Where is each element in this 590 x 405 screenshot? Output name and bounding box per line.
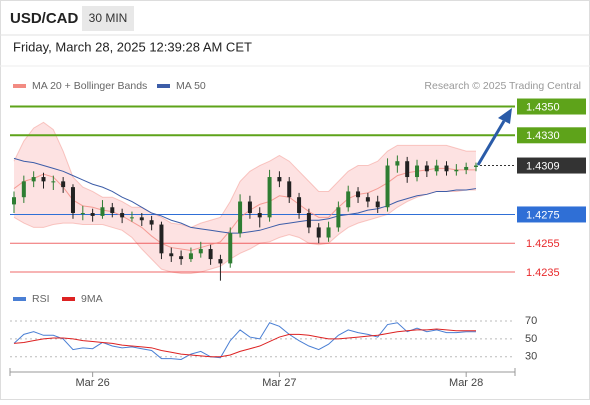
timestamp: Friday, March 28, 2025 12:39:28 AM CET (13, 39, 252, 54)
level-box (517, 98, 586, 115)
forecast-arrow (476, 120, 506, 166)
candle-body (474, 165, 478, 167)
candle-body (267, 177, 272, 218)
candle-body (434, 165, 439, 172)
candle-body (247, 201, 252, 214)
level-label: 1.4350 (526, 101, 560, 113)
moving-average (13, 167, 476, 251)
candle-body (306, 213, 311, 228)
legend-label: 9MA (81, 293, 103, 305)
timeframe[interactable]: 30 MIN (89, 11, 128, 25)
candle-body (21, 181, 26, 198)
candle-body (238, 201, 243, 234)
candle-body (326, 227, 331, 238)
level-box (517, 157, 586, 174)
timeframe-tab[interactable] (82, 6, 134, 31)
candle-body (129, 217, 134, 219)
candle-body (61, 181, 66, 188)
candle-body (385, 165, 390, 208)
candle-body (80, 213, 85, 215)
candle-body (179, 256, 184, 260)
level-label: 1.4235 (526, 267, 560, 279)
rsi-line (13, 328, 476, 358)
candle-body (100, 207, 105, 216)
level-label: 1.4275 (526, 209, 560, 221)
level-label: 1.4255 (526, 238, 560, 250)
candle-body (110, 207, 115, 214)
candle-body (444, 165, 449, 172)
candle-body (405, 161, 410, 178)
candle-body (149, 220, 154, 225)
candle-body (159, 224, 164, 254)
candle-body (297, 197, 302, 214)
y-tick-label: 50 (525, 333, 537, 345)
candle-body (139, 217, 144, 221)
candle-body (365, 197, 370, 202)
candle-body (356, 191, 361, 198)
candle-body (31, 177, 36, 182)
candle-body (208, 249, 213, 260)
x-tick-label: Mar 28 (449, 377, 483, 389)
candle-body (415, 165, 420, 178)
bollinger-lower (13, 189, 476, 274)
candle-body (277, 177, 282, 182)
candle-body (257, 213, 262, 218)
candle-body (41, 177, 46, 182)
rsi-line (13, 322, 476, 360)
bollinger-upper (13, 121, 476, 228)
legend-label: MA 50 (176, 80, 206, 92)
candle-body (12, 197, 16, 205)
x-tick-label: Mar 27 (262, 377, 296, 389)
level-box (517, 206, 586, 223)
candle-body (228, 233, 233, 264)
candle-body (90, 213, 95, 216)
candle-body (70, 187, 75, 214)
candle-body (51, 181, 56, 183)
candle-body (169, 253, 174, 257)
forecast-arrowhead (498, 108, 512, 124)
level-box (517, 127, 586, 144)
candle-body (336, 207, 341, 228)
candle-body (316, 227, 321, 238)
candle-body (218, 259, 223, 264)
candle-body (287, 181, 292, 198)
candle-body (454, 169, 459, 172)
legend-label: RSI (32, 293, 50, 305)
y-tick-label: 30 (525, 351, 537, 363)
source: Research © 2025 Trading Central (424, 80, 581, 92)
bollinger-fill (14, 122, 476, 274)
candle-body (120, 213, 125, 218)
candle-body (395, 161, 400, 166)
y-tick-label: 70 (525, 315, 537, 327)
candle-body (375, 201, 380, 208)
legend-label: MA 20 + Bollinger Bands (32, 80, 147, 92)
candle-body (464, 166, 469, 170)
symbol: USD/CAD (10, 10, 79, 27)
level-label: 1.4309 (526, 160, 560, 172)
x-tick-label: Mar 26 (76, 377, 110, 389)
moving-average (13, 157, 477, 234)
level-label: 1.4330 (526, 130, 560, 142)
candle-body (198, 249, 203, 254)
candle-body (188, 253, 193, 260)
candle-body (424, 165, 429, 172)
candle-body (346, 191, 351, 208)
